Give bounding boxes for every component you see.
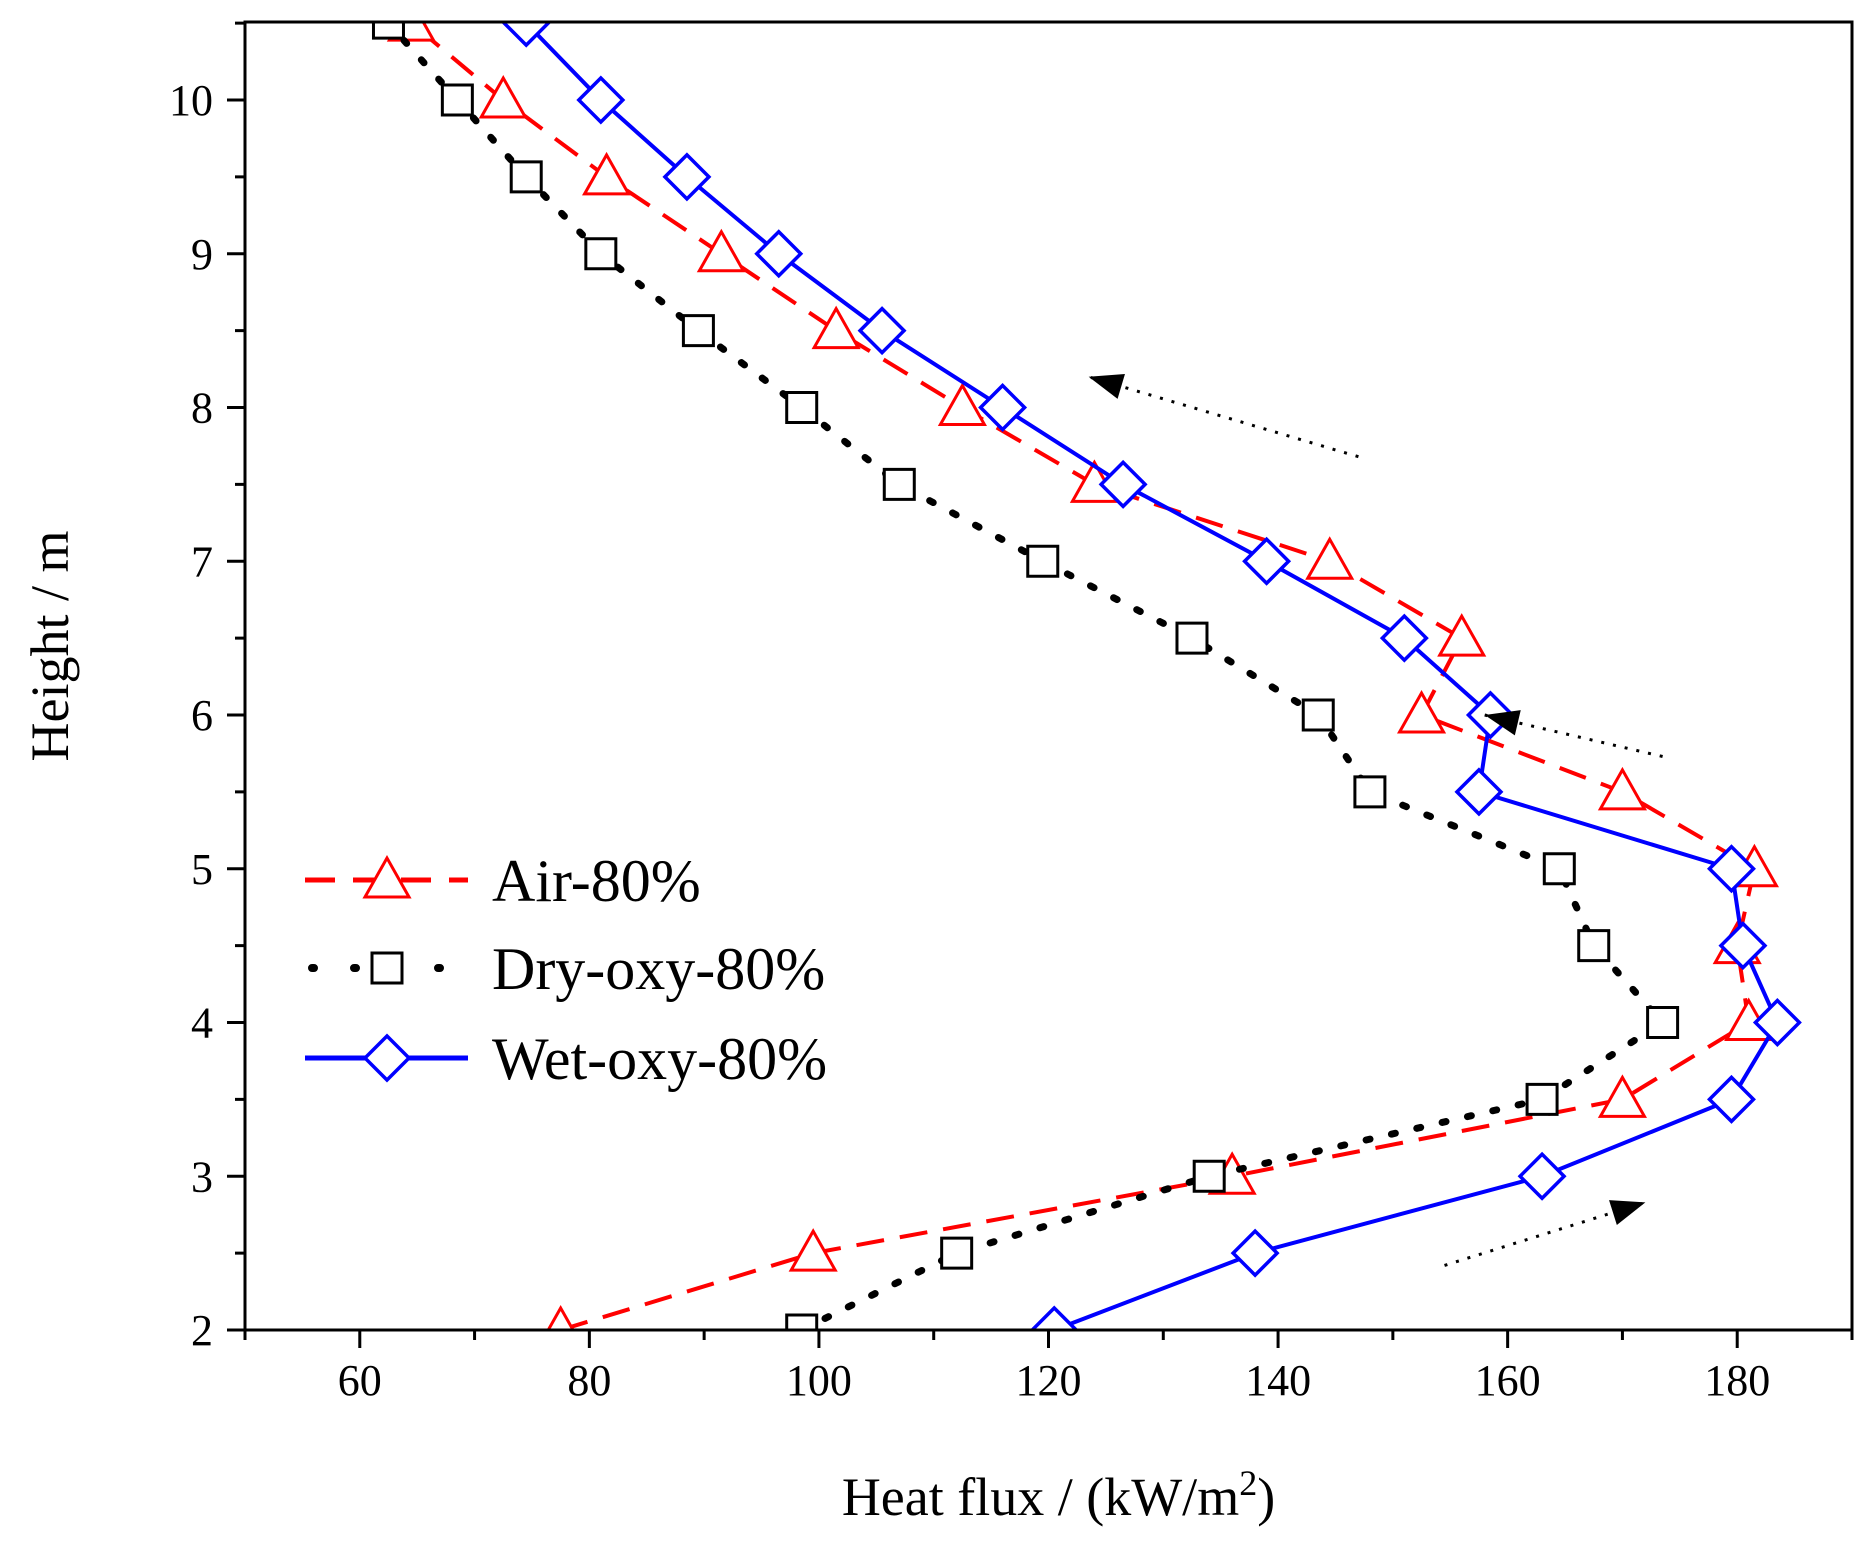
trend-arrow-0 [1088, 373, 1359, 459]
y-tick-label-9: 9 [191, 230, 213, 279]
y-tick-label-8: 8 [191, 384, 213, 433]
legend-item-2: Wet-oxy-80% [305, 1026, 827, 1092]
y-axis-title: Height / m [20, 531, 80, 762]
legend-item-0: Air-80% [305, 848, 701, 914]
data-point-2-11 [1098, 459, 1148, 509]
data-point-0-8 [1396, 689, 1447, 734]
data-point-0-3 [1597, 1074, 1647, 1118]
y-tick-label-2: 2 [191, 1306, 213, 1355]
data-point-0-0 [546, 1304, 575, 1330]
data-point-1-3 [1525, 1082, 1559, 1116]
data-point-0-15 [582, 151, 632, 196]
y-tick-label-4: 4 [191, 999, 213, 1048]
y-tick-label-3: 3 [191, 1152, 213, 1201]
data-point-2-1 [1230, 1228, 1280, 1278]
data-point-1-10 [1026, 544, 1060, 578]
data-point-1-2 [1192, 1159, 1226, 1193]
data-point-2-7 [1454, 767, 1504, 817]
trend-arrow-line [1088, 375, 1359, 459]
data-point-2-3 [1707, 1074, 1756, 1124]
series-layer [371, 22, 1802, 1330]
data-point-1-6 [1542, 852, 1576, 886]
data-point-0-7 [1597, 766, 1647, 811]
data-point-1-4 [1646, 1006, 1680, 1039]
legend-marker-2 [362, 1033, 412, 1083]
x-tick-label-140: 140 [1245, 1356, 1311, 1405]
legend: Air-80% Dry-oxy-80% Wet-oxy-80% [305, 848, 827, 1092]
data-point-2-10 [1242, 536, 1292, 586]
series-wet-oxy-80- [501, 22, 1802, 1330]
series-line-1 [384, 22, 1668, 1330]
legend-item-1: Dry-oxy-80% [308, 936, 825, 1002]
data-point-0-16 [478, 74, 528, 119]
trend-arrow-head [1609, 1200, 1646, 1225]
data-point-2-5 [1718, 921, 1768, 971]
data-point-0-10 [1305, 536, 1355, 580]
data-point-1-9 [1175, 621, 1209, 655]
series-line-0 [410, 22, 1757, 1330]
annotation-layer [1088, 373, 1663, 1267]
data-point-1-13 [681, 314, 715, 348]
trend-arrow-head [1088, 373, 1125, 399]
data-point-0-9 [1437, 613, 1487, 657]
series-dry-oxy-80- [371, 22, 1680, 1330]
data-point-0-12 [937, 382, 987, 426]
x-tick-label-60: 60 [338, 1356, 382, 1405]
data-point-2-4 [1752, 998, 1802, 1047]
data-point-1-11 [882, 467, 916, 501]
data-point-2-14 [754, 229, 804, 279]
data-point-2-12 [978, 383, 1028, 432]
data-point-1-15 [509, 160, 543, 194]
legend-marker-1 [370, 951, 404, 985]
legend-label-1: Dry-oxy-80% [492, 936, 825, 1002]
data-point-1-8 [1301, 698, 1335, 732]
x-axis-title-text: Heat flux / (kW/m [842, 1467, 1239, 1527]
data-point-0-14 [696, 228, 746, 273]
data-point-0-13 [811, 305, 861, 350]
x-axis-title: Heat flux / (kW/m2) [842, 1463, 1275, 1527]
x-tick-label-180: 180 [1704, 1356, 1770, 1405]
data-point-1-16 [440, 83, 474, 117]
x-axis-title-close: ) [1257, 1467, 1275, 1527]
data-point-1-7 [1353, 775, 1387, 809]
y-tick-label-7: 7 [191, 537, 213, 586]
data-point-2-6 [1707, 844, 1756, 894]
data-point-1-0 [785, 1313, 819, 1330]
data-point-1-14 [584, 237, 618, 271]
trend-arrow-2 [1444, 1200, 1646, 1267]
x-tick-label-120: 120 [1016, 1356, 1082, 1405]
data-point-0-1 [788, 1228, 838, 1272]
legend-label-0: Air-80% [492, 848, 701, 914]
data-point-2-2 [1517, 1151, 1567, 1201]
y-tick-label-10: 10 [169, 76, 213, 125]
x-tick-label-80: 80 [567, 1356, 611, 1405]
data-point-1-5 [1577, 929, 1611, 963]
legend-label-2: Wet-oxy-80% [492, 1026, 827, 1092]
series-air-80- [386, 22, 1780, 1330]
data-point-2-0 [1029, 1305, 1079, 1330]
data-point-2-13 [857, 306, 907, 356]
data-point-2-17 [501, 22, 551, 48]
trend-arrow-1 [1484, 710, 1663, 758]
y-tick-label-5: 5 [191, 845, 213, 894]
x-tick-label-100: 100 [786, 1356, 852, 1405]
plot-frame [243, 20, 1854, 1332]
data-point-2-15 [662, 152, 712, 202]
series-line-2 [524, 22, 1780, 1330]
axis-layer: 60 80 100 120 140 160 180 2 3 4 5 6 7 8 9 10 [169, 21, 1854, 1405]
data-point-2-16 [576, 75, 626, 125]
data-point-1-12 [785, 391, 819, 424]
x-axis-title-superscript: 2 [1239, 1463, 1257, 1503]
data-point-1-1 [940, 1236, 974, 1270]
y-tick-label-6: 6 [191, 691, 213, 740]
x-tick-label-160: 160 [1475, 1356, 1541, 1405]
trend-arrow-head [1484, 710, 1521, 736]
legend-marker-0 [362, 854, 412, 899]
data-point-2-9 [1379, 613, 1429, 663]
